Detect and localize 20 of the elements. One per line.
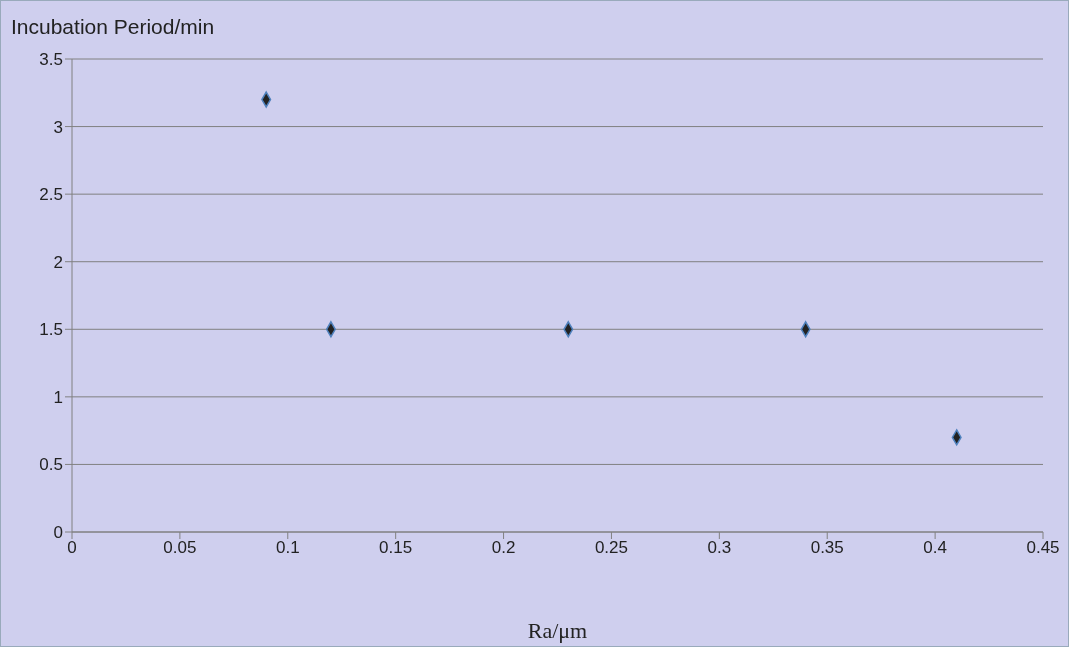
x-tick-label: 0.05 — [163, 538, 197, 558]
x-axis-title: Ra/μm — [527, 618, 588, 643]
y-tick-label: 0 — [53, 523, 63, 543]
x-tick-label: 0.25 — [594, 538, 628, 558]
x-tick-label: 0.3 — [707, 538, 732, 558]
y-tick-label: 1 — [53, 387, 63, 407]
y-tick-label: 2.5 — [39, 185, 63, 205]
x-tick-label: 0.4 — [923, 538, 947, 558]
x-tick-label: 0.15 — [379, 538, 413, 558]
x-tick-label: 0 — [67, 538, 77, 558]
y-tick-label: 1.5 — [39, 320, 63, 340]
y-tick-label: 3.5 — [39, 50, 63, 70]
y-tick-label: 0.5 — [39, 455, 63, 475]
x-tick-label: 0.1 — [275, 538, 300, 558]
y-tick-label: 2 — [53, 252, 63, 272]
x-tick-label: 0.35 — [810, 538, 844, 558]
x-tick-label: 0.2 — [491, 538, 516, 558]
y-axis-title: Incubation Period/min — [11, 15, 215, 39]
y-tick-label: 3 — [53, 117, 63, 137]
x-tick-label: 0.45 — [1026, 538, 1060, 558]
